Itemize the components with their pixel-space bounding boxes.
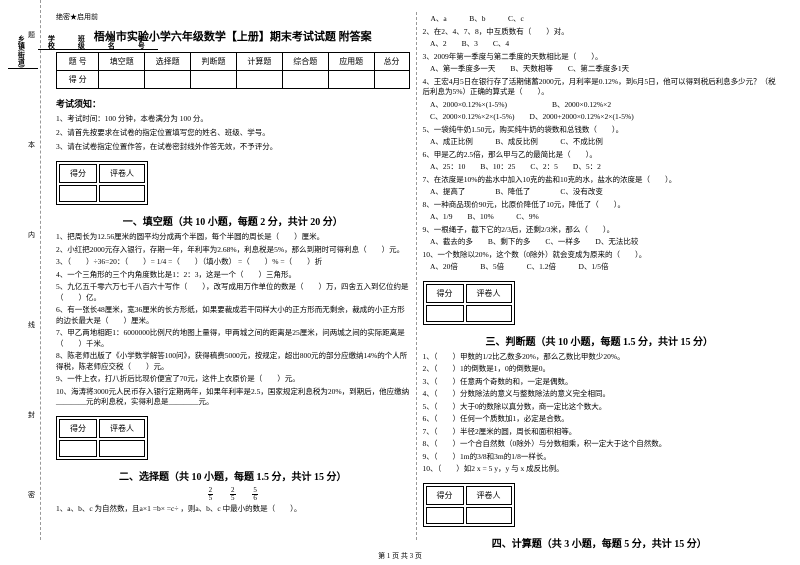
side-xuexiao: 学校 bbox=[47, 35, 55, 49]
mark-feng: 封 bbox=[28, 410, 35, 420]
s3-q3: 3、（ ）任意两个奇数的和，一定是偶数。 bbox=[423, 377, 777, 388]
s3-q7: 7、（ ）半径2厘米的圆，周长和面积相等。 bbox=[423, 427, 777, 438]
s1-q4: 4、一个三角形的三个内角度数比是1：2：3，这是一个（ ）三角形。 bbox=[56, 270, 410, 281]
s2-q1: 1、a、b、c 为自然数，且a×1 =b× =c÷ ，则a、b、c 中最小的数是… bbox=[56, 504, 410, 515]
section1-title: 一、填空题（共 10 小题，每题 2 分，共计 20 分） bbox=[56, 213, 410, 228]
s1-q6: 6、有一张长48厘米，宽36厘米的长方形纸，如果要裁成若干同样大小的正方形而无剩… bbox=[56, 305, 410, 326]
scorebox-3: 得分评卷人 bbox=[423, 281, 515, 325]
s1-q1: 1、把周长为12.56厘米的圆平均分成两个半圆，每个半圆的周长是（ ）厘米。 bbox=[56, 232, 410, 243]
side-xuehao: 学号 bbox=[137, 35, 145, 49]
side-xingming: 姓名 bbox=[107, 35, 115, 49]
s1-q10: 10、海涛将3000元人民币存入银行定期两年，如果年利率是2.5，国家规定利息税… bbox=[56, 387, 410, 408]
s2-q9: 9、一根绳子，截下它的2/3后，还剩2/3米，那么（ ）。 bbox=[423, 225, 777, 236]
s2-q5: 5、一袋纯牛奶1.50元，购买纯牛奶的袋数和总钱数（ ）。 bbox=[423, 125, 777, 136]
s2-q3o: A、第一季度多一天 B、天数相等 C、第二季度多1天 bbox=[423, 64, 777, 75]
notice-2: 2、请首先按要求在试卷的指定位置填写您的姓名、班级、学号。 bbox=[56, 128, 410, 138]
s2-q7o: A、提高了 B、降低了 C、没有改变 bbox=[423, 187, 777, 198]
s3-q6: 6、（ ）任何一个质数加1，必定是合数。 bbox=[423, 414, 777, 425]
s2-q2o: A、2 B、3 C、4 bbox=[423, 39, 777, 50]
s2-q6: 6、甲是乙的2.5倍，那么甲与乙的最简比是（ ）。 bbox=[423, 150, 777, 161]
s1-q2: 2、小红把2000元存入银行，存期一年，年利率为2.68%，利息税是5%，那么到… bbox=[56, 245, 410, 256]
scorebox-1: 得分评卷人 bbox=[56, 161, 148, 205]
mark-ben: 本 bbox=[28, 140, 35, 150]
s2-q4o2: C、2000×0.12%×2×(1-5%) D、2000+2000×0.12%×… bbox=[423, 112, 777, 123]
page-footer: 第 1 页 共 3 页 bbox=[0, 551, 800, 561]
s2-q3: 3、2009年第一季度与第二季度的天数相比是（ ）。 bbox=[423, 52, 777, 63]
mark-ti: 题 bbox=[28, 30, 35, 40]
s3-q10: 10、（ ）如2 x = 5 y，y 与 x 成反比例。 bbox=[423, 464, 777, 475]
s2-q2: 2、在2、4、7、8，中互质数有（ ）对。 bbox=[423, 27, 777, 38]
s3-q9: 9、（ ）1m的3/8和3m的1/8一样长。 bbox=[423, 452, 777, 463]
s2-frac-row: 25 25 56 bbox=[56, 487, 410, 502]
s2-q9o: A、截去的多 B、剩下的多 C、一样多 D、无法比较 bbox=[423, 237, 777, 248]
notice-1: 1、考试时间：100 分钟，本卷满分为 100 分。 bbox=[56, 114, 410, 124]
s1-q8: 8、陈老师出版了《小学数学解答100问》，获得稿费5000元，按规定，超出800… bbox=[56, 351, 410, 372]
notice-title: 考试须知： bbox=[56, 97, 410, 110]
side-xiangzhen: 乡镇(街道) bbox=[17, 35, 25, 68]
notice-3: 3、请在试卷指定位置作答，在试卷密封线外作答无效，不予评分。 bbox=[56, 142, 410, 152]
s3-q1: 1、（ ）甲数的1/2比乙数多20%，那么乙数比甲数少20%。 bbox=[423, 352, 777, 363]
side-banji: 班级 bbox=[77, 35, 85, 49]
mark-xian: 线 bbox=[28, 320, 35, 330]
s1-q3: 3、（ ）÷36=20：（ ）= 1/4 =（ ）（填小数） =（ ）% =（ … bbox=[56, 257, 410, 268]
s3-q5: 5、（ ）大于0的数除以真分数，商一定比这个数大。 bbox=[423, 402, 777, 413]
s2-q4: 4、王宏4月5日在银行存了活期储蓄2000元，月利率是0.12%，到6月5日，他… bbox=[423, 77, 777, 98]
s2-q10o: A、20倍 B、5倍 C、1.2倍 D、1/5倍 bbox=[423, 262, 777, 273]
s1-q9: 9、一件上衣，打八折后比现价便宜了70元，这件上衣原价是（ ）元。 bbox=[56, 374, 410, 385]
s2-q4o1: A、2000×0.12%×(1-5%) B、2000×0.12%×2 bbox=[423, 100, 777, 111]
s2-q5o: A、成正比例 B、成反比例 C、不成比例 bbox=[423, 137, 777, 148]
mark-nei: 内 bbox=[28, 230, 35, 240]
section2-title: 二、选择题（共 10 小题，每题 1.5 分，共计 15 分） bbox=[56, 468, 410, 483]
scorebox-2: 得分评卷人 bbox=[56, 416, 148, 460]
s2-q8o: A、1/9 B、10% C、9% bbox=[423, 212, 777, 223]
section3-title: 三、判断题（共 10 小题，每题 1.5 分，共计 15 分） bbox=[423, 333, 777, 348]
s3-q2: 2、（ ）1的倒数是1，0的倒数是0。 bbox=[423, 364, 777, 375]
s3-q4: 4、（ ）分数除法的意义与整数除法的意义完全相同。 bbox=[423, 389, 777, 400]
s1-q5: 5、九亿五千零六万七千八百六十写作（ ），改写成用万作单位的数是（ ）万，四舍五… bbox=[56, 282, 410, 303]
s2-q1-opts: A、a B、b C、c bbox=[431, 14, 777, 25]
s1-q7: 7、甲乙两地相距1：6000000比例尺的地图上量得，甲两城之间的距离是25厘米… bbox=[56, 328, 410, 349]
s2-q10: 10、一个数除以20%，这个数（0除外）就会变成为原来的（ ）。 bbox=[423, 250, 777, 261]
s3-q8: 8、（ ）一个合自然数（0除外）与分数相乘，积一定大于这个自然数。 bbox=[423, 439, 777, 450]
scorebox-4: 得分评卷人 bbox=[423, 483, 515, 527]
section4-title: 四、计算题（共 3 小题，每题 5 分，共计 15 分） bbox=[423, 535, 777, 550]
mark-mi: 密 bbox=[28, 490, 35, 500]
s2-q6o: A、25：10 B、10：25 C、2：5 D、5：2 bbox=[423, 162, 777, 173]
s2-q7: 7、在浓度是10%的盐水中加入10克的盐和10克的水，盐水的浓度是（ ）。 bbox=[423, 175, 777, 186]
s2-q8: 8、一种商品现价90元，比原价降低了10元，降低了（ ）。 bbox=[423, 200, 777, 211]
